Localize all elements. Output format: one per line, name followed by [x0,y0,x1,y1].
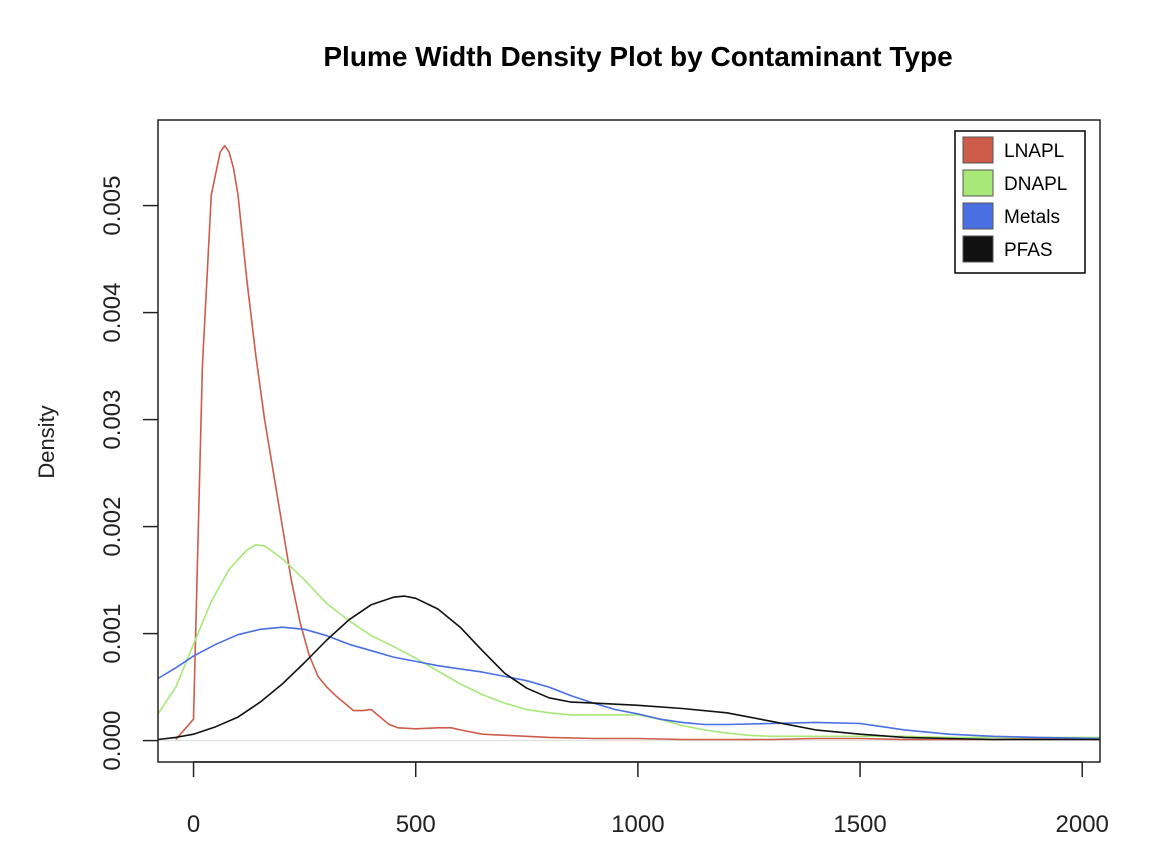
y-tick-label: 0.000 [99,711,126,771]
y-tick-label: 0.001 [99,604,126,664]
x-tick-label: 0 [187,811,200,838]
legend-label: LNAPL [1004,141,1064,162]
legend-swatch [962,136,994,164]
legend-item-dnapl: DNAPL [962,169,1067,197]
x-tick-label: 1000 [611,811,664,838]
legend-label: DNAPL [1004,174,1067,195]
series-line-lnapl [175,144,1101,741]
x-tick-label: 2000 [1056,811,1109,838]
plot-area [157,144,1101,742]
chart-title: Plume Width Density Plot by Contaminant … [323,41,952,72]
legend-label: Metals [1004,207,1060,228]
legend-swatch [962,202,994,230]
y-axis-label: Density [34,405,59,478]
legend-label: PFAS [1004,240,1053,261]
series-line-metals [157,626,1101,740]
legend-item-lnapl: LNAPL [962,136,1064,164]
y-tick-label: 0.003 [99,390,126,450]
y-tick-label: 0.005 [99,176,126,236]
series-line-pfas [157,595,1100,741]
y-tick-label: 0.004 [99,283,126,343]
x-axis: 0 500 1000 1500 2000 [187,761,1109,838]
legend: LNAPL DNAPL Metals PFAS [954,130,1086,274]
legend-swatch [962,235,994,263]
x-tick-label: 1500 [833,811,886,838]
legend-item-metals: Metals [962,202,1060,230]
legend-swatch [962,169,994,197]
x-tick-label: 500 [396,811,436,838]
y-tick-label: 0.002 [99,497,126,557]
legend-item-pfas: PFAS [962,235,1053,263]
y-axis: 0.000 0.001 0.002 0.003 0.004 0.005 [99,176,158,771]
series-line-dnapl [157,543,1100,739]
